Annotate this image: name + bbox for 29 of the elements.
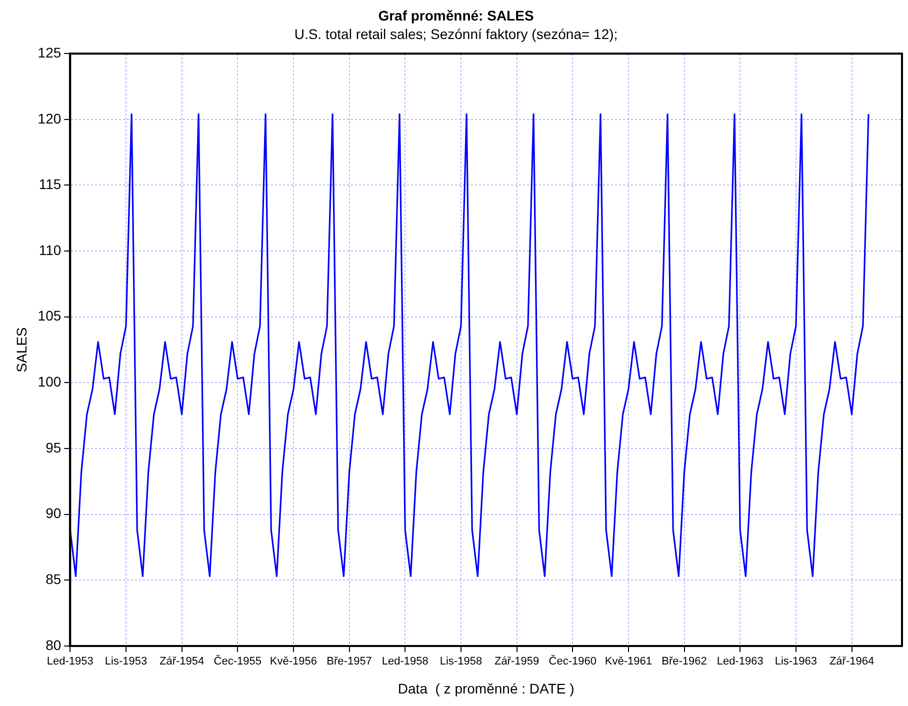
x-tick-label: Bře-1957 [326, 656, 372, 668]
y-tick-label: 120 [38, 110, 62, 126]
x-tick-label: Lis-1958 [440, 656, 482, 668]
y-tick-label: 80 [46, 636, 62, 653]
chart-subtitle: U.S. total retail sales; Sezónní faktory (sezóna= 12); [294, 26, 618, 42]
x-axis-title: Data ( z proměnné : DATE ) [398, 680, 574, 696]
y-axis-title: SALES [13, 327, 30, 372]
y-tick-label: 115 [38, 176, 62, 192]
x-tick-label: Zář-1954 [159, 656, 204, 668]
x-tick-label: Čec-1960 [548, 654, 596, 668]
y-tick-label: 105 [38, 308, 62, 324]
y-tick-label: 125 [38, 44, 62, 60]
x-tick-label: Led-1953 [46, 656, 94, 668]
y-tick-label: 110 [38, 242, 62, 258]
chart-title: Graf proměnné: SALES [378, 7, 534, 24]
x-tick-label: Lis-1963 [774, 656, 818, 668]
x-tick-label: Zář-1959 [494, 656, 540, 668]
x-tick-label: Lis-1953 [104, 656, 148, 668]
x-tick-label: Čec-1955 [214, 654, 262, 668]
x-tick-label: Kvě-1956 [270, 656, 318, 668]
x-tick-label: Led-1963 [716, 656, 764, 668]
x-tick-label: Bře-1962 [662, 656, 707, 668]
x-tick-label: Zář-1964 [829, 656, 874, 668]
y-tick-label: 100 [38, 374, 62, 390]
y-tick-label: 90 [46, 505, 62, 522]
x-tick-label: Led-1958 [382, 656, 428, 668]
y-tick-label: 85 [46, 571, 62, 588]
y-tick-label: 95 [46, 439, 62, 456]
x-tick-label: Kvě-1961 [604, 656, 652, 668]
